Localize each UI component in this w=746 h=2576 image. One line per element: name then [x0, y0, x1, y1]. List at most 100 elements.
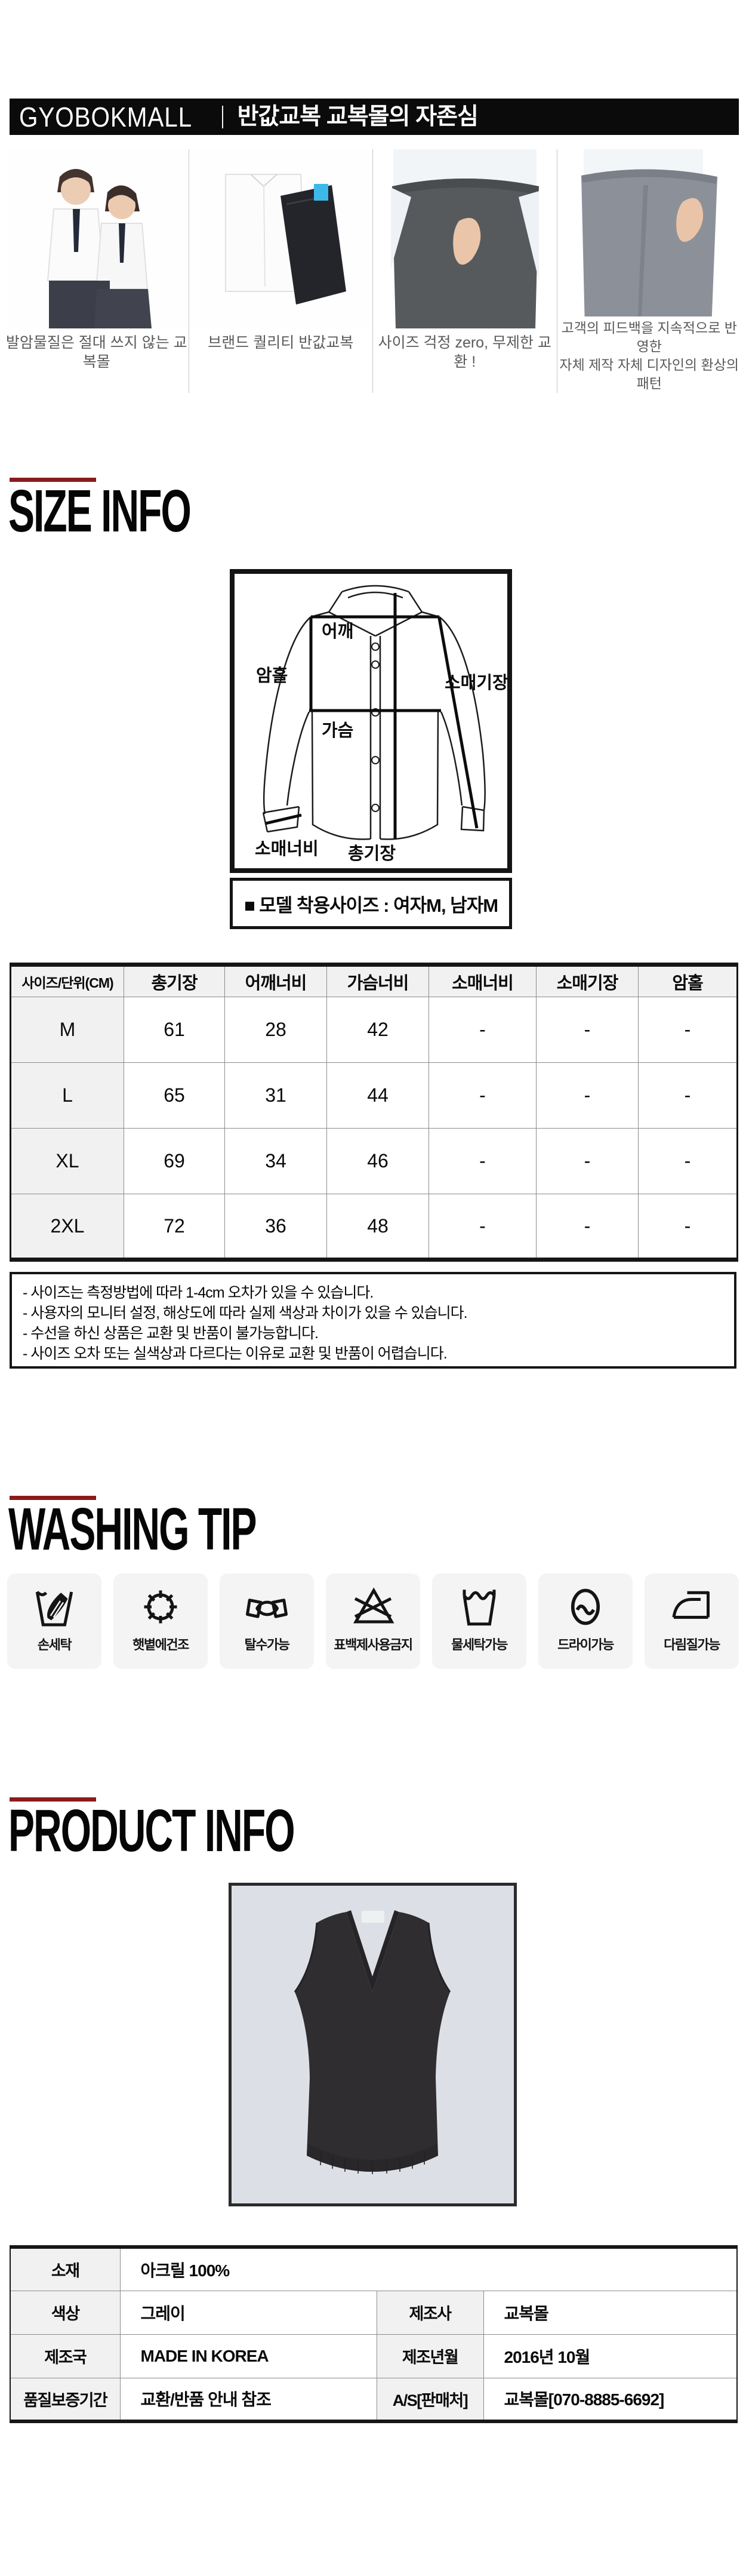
size-table: 사이즈/단위(CM) 총기장 어깨너비 가슴너비 소매너비 소매기장 암홀 M …: [10, 963, 738, 1262]
size-table-row-l: L 65 31 44 - - -: [10, 1062, 738, 1129]
product-label: A/S[판매처]: [376, 2377, 484, 2422]
size-note: - 사이즈는 측정방법에 따라 1-4cm 오차가 있을 수 있습니다.: [23, 1284, 374, 1301]
dry-clean-icon: [571, 1588, 600, 1625]
product-label: 색상: [10, 2290, 121, 2335]
size-table-header: 총기장: [124, 964, 225, 997]
feature-caption: 고객의 피드백을 지속적으로 반영한 자체 제작 자체 디자인의 환상의 패턴: [559, 320, 739, 391]
size-cell: -: [429, 1128, 537, 1194]
size-table-header: 소매기장: [536, 964, 639, 997]
size-table-header-row: 사이즈/단위(CM) 총기장 어깨너비 가슴너비 소매너비 소매기장 암홀: [10, 964, 738, 997]
wash-tile-handwash: 손세탁: [7, 1573, 101, 1669]
size-label: L: [10, 1062, 124, 1129]
size-cell: 72: [124, 1194, 225, 1260]
washing-tip-accent-bar: [10, 1496, 96, 1500]
size-cell: 69: [124, 1128, 225, 1194]
brand-logo: GYOBOKMALL: [19, 101, 193, 133]
size-cell: -: [429, 1062, 537, 1129]
size-table-header: 암홀: [638, 964, 738, 997]
size-cell: 36: [224, 1194, 327, 1260]
size-note: - 수선을 하신 상품은 교환 및 반품이 불가능합니다.: [23, 1325, 319, 1342]
size-cell: 65: [124, 1062, 225, 1129]
feature-cell-pattern: 고객의 피드백을 지속적으로 반영한 자체 제작 자체 디자인의 환상의 패턴: [557, 149, 742, 393]
wring-icon: [246, 1599, 288, 1618]
size-table-row-2xl: 2XL 72 36 48 - - -: [10, 1194, 738, 1260]
header-divider: [221, 105, 223, 128]
size-cell: -: [536, 1194, 639, 1260]
diagram-label-armhole: 암홀: [256, 666, 288, 686]
size-cell: 34: [224, 1128, 327, 1194]
dark-knit-vest-photo: [229, 1883, 517, 2206]
feature-caption: 발암물질은 절대 쓰지 않는 교복몰: [5, 334, 187, 370]
model-size-note: ■ 모델 착용사이즈 : 여자M, 남자M: [243, 894, 498, 916]
feature-caption: 사이즈 걱정 zero, 무제한 교환 !: [378, 334, 551, 370]
gray-pants-closeup-photo: [557, 149, 742, 316]
product-value: MADE IN KOREA: [119, 2334, 377, 2378]
product-value: 그레이: [119, 2290, 377, 2335]
models-in-uniform-photo: [5, 149, 189, 328]
product-row-warranty-as: 품질보증기간 교환/반품 안내 참조 A/S[판매처] 교복몰[070-8885…: [10, 2377, 738, 2422]
feature-cell-exchange: 사이즈 걱정 zero, 무제한 교환 !: [373, 149, 557, 393]
sun-dry-icon: [144, 1590, 177, 1624]
size-cell: 44: [326, 1062, 429, 1129]
size-note: - 사이즈 오차 또는 실색상과 다르다는 이유로 교환 및 반품이 어렵습니다…: [23, 1345, 448, 1362]
product-row-color-maker: 색상 그레이 제조사 교복몰: [10, 2290, 738, 2335]
size-cell: -: [638, 1062, 738, 1129]
size-table-row-m: M 61 28 42 - - -: [10, 997, 738, 1063]
dark-pants-closeup-photo: [373, 149, 557, 328]
size-cell: -: [536, 997, 639, 1063]
product-label: 제조년월: [376, 2334, 484, 2378]
diagram-label-total-length: 총기장: [348, 844, 396, 863]
size-cell: 28: [224, 997, 327, 1063]
size-table-row-xl: XL 69 34 46 - - -: [10, 1128, 738, 1194]
washing-tip-row: 손세탁 햇볕에건조 탈수가능: [7, 1573, 739, 1669]
product-value: 교복몰: [483, 2290, 738, 2335]
size-cell: 61: [124, 997, 225, 1063]
model-size-box: ■ 모델 착용사이즈 : 여자M, 남자M: [230, 878, 512, 929]
size-cell: -: [536, 1128, 639, 1194]
size-info-title: SIZE INFO: [8, 478, 192, 545]
size-cell: -: [638, 1194, 738, 1260]
size-cell: -: [536, 1062, 639, 1129]
size-table-header: 어깨너비: [224, 964, 327, 997]
iron-icon: [672, 1591, 710, 1619]
diagram-label-sleeve-width: 소매너비: [255, 839, 319, 859]
shirt-measurement-diagram: 어깨 암홀 소매기장 가슴 소매너비 총기장: [230, 569, 512, 873]
size-label: M: [10, 997, 124, 1063]
size-notes-box: - 사이즈는 측정방법에 따라 1-4cm 오차가 있을 수 있습니다. - 사…: [10, 1272, 736, 1369]
size-cell: 46: [326, 1128, 429, 1194]
machine-wash-icon: [463, 1590, 496, 1626]
wash-tile-sun-dry: 햇볕에건조: [113, 1573, 208, 1669]
size-note: - 사용자의 모니터 설정, 해상도에 따라 실제 색상과 차이가 있을 수 있…: [23, 1305, 468, 1321]
header-bar: GYOBOKMALL 반값교복 교복몰의 자존심: [10, 99, 739, 135]
product-label: 품질보증기간: [10, 2377, 121, 2422]
size-cell: -: [429, 997, 537, 1063]
size-cell: 42: [326, 997, 429, 1063]
wash-tile-no-bleach: 표백제사용금지: [326, 1573, 420, 1669]
product-row-material: 소재 아크릴 100%: [10, 2246, 738, 2291]
size-cell: -: [429, 1194, 537, 1260]
feature-strip: 발암물질은 절대 쓰지 않는 교복몰 브랜드 퀄리티 반값교복: [5, 149, 741, 393]
shirt-and-pants-photo: [189, 149, 373, 328]
handwash-icon: [35, 1591, 73, 1627]
washing-tip-title: WASHING TIP: [8, 1496, 257, 1563]
feature-cell-models: 발암물질은 절대 쓰지 않는 교복몰: [5, 149, 189, 393]
size-label: 2XL: [10, 1194, 124, 1260]
size-table-header: 가슴너비: [326, 964, 429, 997]
size-cell: -: [638, 997, 738, 1063]
wash-tile-machine-wash: 물세탁가능: [432, 1573, 526, 1669]
product-label: 제조사: [376, 2290, 484, 2335]
product-value: 교환/반품 안내 참조: [119, 2377, 377, 2422]
diagram-label-sleeve-length: 소매기장: [445, 673, 507, 693]
wash-tile-dry-clean: 드라이가능: [538, 1573, 633, 1669]
size-cell: 31: [224, 1062, 327, 1129]
size-cell: -: [638, 1128, 738, 1194]
product-label: 소재: [10, 2246, 121, 2291]
diagram-label-chest: 가슴: [322, 721, 353, 740]
product-info-table: 소재 아크릴 100% 색상 그레이 제조사 교복몰 제조국 MADE IN K…: [10, 2245, 738, 2423]
product-value: 2016년 10월: [483, 2334, 738, 2378]
size-label: XL: [10, 1128, 124, 1194]
product-value: 아크릴 100%: [119, 2246, 738, 2291]
product-info-title: PRODUCT INFO: [8, 1797, 295, 1864]
no-bleach-icon: [353, 1587, 394, 1624]
